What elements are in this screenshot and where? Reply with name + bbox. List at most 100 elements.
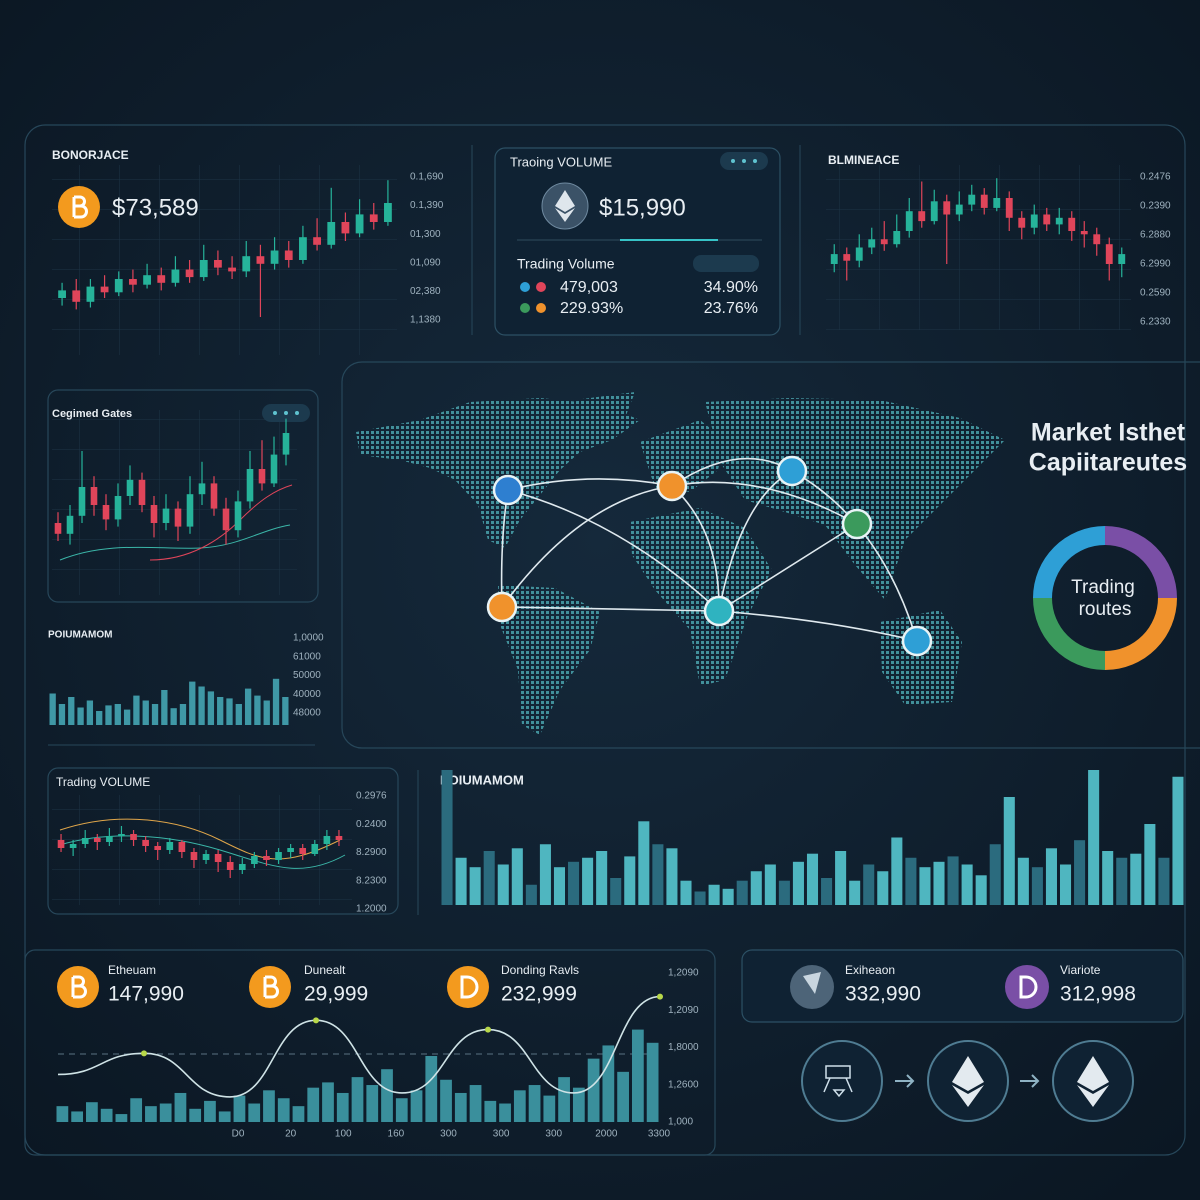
node[interactable] <box>486 591 518 623</box>
candle-body <box>129 279 137 285</box>
coin-name: Etheuam <box>108 963 156 977</box>
flow-step[interactable] <box>801 1040 883 1122</box>
node[interactable] <box>492 474 524 506</box>
bar <box>989 844 1001 905</box>
candle-body <box>930 201 938 222</box>
x-tick-label: 300 <box>440 1129 457 1140</box>
route <box>718 610 918 642</box>
bar <box>272 678 280 725</box>
y-tick-label: 0.2390 <box>1140 201 1171 212</box>
candle-body <box>299 237 307 260</box>
eth-glyph <box>555 190 575 222</box>
bar <box>961 864 973 905</box>
line-point <box>657 993 663 1000</box>
bar <box>835 851 847 905</box>
candle-body <box>256 256 265 264</box>
australia <box>880 610 962 705</box>
bar <box>680 880 692 905</box>
bar <box>142 700 149 725</box>
route <box>507 489 720 612</box>
bar <box>77 707 84 725</box>
bar <box>933 861 945 905</box>
map-title: Market Isthet <box>1031 419 1186 447</box>
south-america <box>498 585 600 735</box>
bar <box>130 1098 143 1122</box>
bar <box>351 1077 364 1122</box>
bar <box>161 690 168 725</box>
asia <box>705 398 1005 600</box>
candle-body <box>106 836 113 842</box>
bar <box>235 704 242 725</box>
y-tick-label: 0.1,690 <box>410 172 444 183</box>
candle-body <box>93 838 101 842</box>
node[interactable] <box>776 455 808 487</box>
candle-body <box>270 454 278 484</box>
route <box>791 470 918 642</box>
bar <box>207 691 215 725</box>
bar <box>877 871 889 905</box>
map-title: Capiitareutes <box>1029 449 1187 477</box>
candle-body <box>980 194 988 208</box>
bar <box>778 880 790 905</box>
bitcoin-glyph <box>263 975 279 999</box>
bar <box>891 837 903 905</box>
candle-body <box>150 505 158 523</box>
bar <box>708 884 720 905</box>
candle-body <box>238 864 246 870</box>
candle-body <box>228 267 236 272</box>
y-tick-label: 0.2400 <box>356 819 387 830</box>
bar <box>596 851 608 905</box>
y-tick-label: 01,090 <box>410 257 441 268</box>
bar <box>469 1085 482 1122</box>
dot <box>753 159 757 163</box>
card-title: Traοing VOLUME <box>510 154 612 169</box>
candle-body <box>355 214 364 234</box>
node[interactable] <box>656 470 688 502</box>
candle-body <box>90 487 98 505</box>
bar <box>1172 776 1184 905</box>
row-value: 479,003 <box>560 279 618 296</box>
candle-body <box>284 250 293 260</box>
x-tick-label: 20 <box>285 1129 297 1140</box>
x-tick-label: D0 <box>232 1129 245 1140</box>
pill[interactable] <box>693 255 759 272</box>
bar <box>513 1090 526 1122</box>
candle-body <box>287 848 294 852</box>
candle-body <box>335 836 343 840</box>
legend-dot <box>536 282 546 292</box>
candle-body <box>1018 217 1026 228</box>
bar <box>254 695 261 725</box>
node[interactable] <box>901 625 933 657</box>
node[interactable] <box>703 595 735 627</box>
legend-dot <box>520 282 530 292</box>
bar <box>441 770 453 905</box>
candle-body <box>868 239 876 248</box>
bar <box>558 1077 570 1122</box>
eth-glyph <box>1077 1056 1109 1107</box>
candle-body <box>154 846 162 850</box>
candle-body <box>130 834 137 840</box>
coin-glyph <box>803 972 821 994</box>
bar <box>292 1106 305 1122</box>
y-tick-label: 50000 <box>293 670 321 681</box>
bar <box>189 681 196 725</box>
bar <box>68 697 75 725</box>
bar <box>582 857 594 905</box>
bar <box>263 1090 275 1122</box>
candle-body <box>126 479 134 496</box>
exchange-glyph <box>823 1065 853 1098</box>
candle-body <box>341 222 350 234</box>
routes <box>500 457 918 642</box>
bar <box>322 1082 334 1122</box>
bar <box>750 871 762 905</box>
node[interactable] <box>841 508 873 540</box>
candle-body <box>1080 231 1088 235</box>
y-tick-label: 8.2900 <box>356 847 387 858</box>
y-tick-label: 02,380 <box>410 286 441 297</box>
candle-body <box>1030 214 1038 228</box>
coin-value: 29,999 <box>304 983 368 1006</box>
candle-body <box>72 290 81 302</box>
donut-segment <box>1105 526 1177 598</box>
bar <box>410 1090 423 1122</box>
